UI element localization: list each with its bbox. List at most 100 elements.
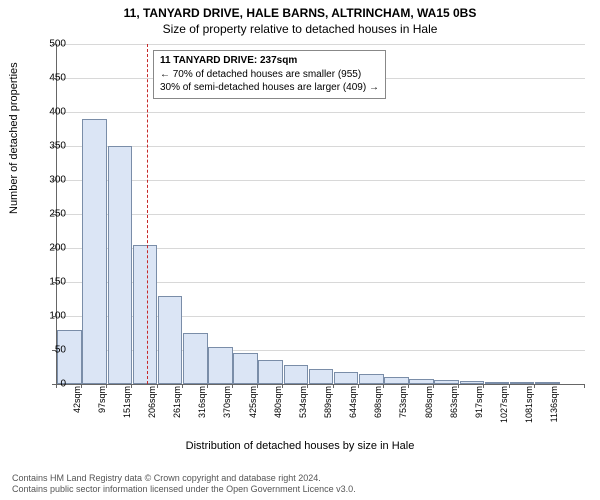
histogram-bar: [108, 146, 133, 384]
x-tick-label: 42sqm: [72, 386, 82, 436]
x-tick: [534, 384, 535, 388]
x-tick-label: 1081sqm: [524, 386, 534, 436]
x-tick: [584, 384, 585, 388]
footer-line-1: Contains HM Land Registry data © Crown c…: [12, 473, 356, 485]
histogram-bar: [359, 374, 384, 384]
x-tick-label: 863sqm: [449, 386, 459, 436]
histogram-bar: [284, 365, 309, 384]
histogram-bar: [57, 330, 82, 384]
histogram-bar: [82, 119, 107, 384]
x-tick: [157, 384, 158, 388]
x-tick-label: 206sqm: [147, 386, 157, 436]
y-tick: [52, 214, 56, 215]
x-tick-label: 753sqm: [398, 386, 408, 436]
y-tick: [52, 248, 56, 249]
x-tick: [408, 384, 409, 388]
x-tick-label: 151sqm: [122, 386, 132, 436]
x-tick-label: 1027sqm: [499, 386, 509, 436]
x-tick: [282, 384, 283, 388]
y-axis-label: Number of detached properties: [8, 62, 20, 214]
x-tick-label: 425sqm: [248, 386, 258, 436]
grid-line: [57, 180, 585, 181]
y-tick-label: 150: [26, 277, 66, 288]
x-tick-label: 534sqm: [298, 386, 308, 436]
y-tick-label: 0: [26, 379, 66, 390]
histogram-bar: [510, 382, 535, 384]
x-tick-label: 808sqm: [424, 386, 434, 436]
x-tick-label: 698sqm: [373, 386, 383, 436]
x-tick-label: 261sqm: [172, 386, 182, 436]
x-tick: [307, 384, 308, 388]
y-tick-label: 450: [26, 73, 66, 84]
x-tick: [207, 384, 208, 388]
x-tick-label: 97sqm: [97, 386, 107, 436]
x-tick: [509, 384, 510, 388]
y-tick: [52, 350, 56, 351]
y-tick-label: 100: [26, 311, 66, 322]
histogram-bar: [334, 372, 359, 384]
x-tick: [333, 384, 334, 388]
histogram-bar: [158, 296, 183, 384]
x-tick: [458, 384, 459, 388]
x-tick: [56, 384, 57, 388]
y-tick: [52, 180, 56, 181]
histogram-bar: [535, 382, 560, 384]
histogram-bar: [133, 245, 158, 384]
histogram-bar: [208, 347, 233, 384]
histogram-bar: [460, 381, 485, 384]
y-tick: [52, 146, 56, 147]
x-tick-label: 480sqm: [273, 386, 283, 436]
y-tick-label: 400: [26, 107, 66, 118]
y-tick: [52, 78, 56, 79]
histogram-bar: [485, 382, 510, 384]
annotation-line-2: ← 70% of detached houses are smaller (95…: [160, 68, 379, 82]
histogram-bar: [309, 369, 334, 384]
y-tick-label: 200: [26, 243, 66, 254]
x-tick-label: 370sqm: [222, 386, 232, 436]
x-tick-label: 1136sqm: [549, 386, 559, 436]
attribution-footer: Contains HM Land Registry data © Crown c…: [12, 473, 356, 496]
x-tick: [182, 384, 183, 388]
y-tick-label: 350: [26, 141, 66, 152]
plot-area: 11 TANYARD DRIVE: 237sqm← 70% of detache…: [56, 44, 585, 385]
annotation-box: 11 TANYARD DRIVE: 237sqm← 70% of detache…: [153, 50, 386, 99]
histogram-bar: [233, 353, 258, 384]
histogram-bar: [258, 360, 283, 384]
x-tick: [358, 384, 359, 388]
x-tick: [383, 384, 384, 388]
x-tick: [131, 384, 132, 388]
x-tick-label: 316sqm: [197, 386, 207, 436]
chart-title-desc: Size of property relative to detached ho…: [0, 20, 600, 40]
grid-line: [57, 44, 585, 45]
histogram-bar: [409, 379, 434, 384]
histogram-bar: [183, 333, 208, 384]
footer-line-2: Contains public sector information licen…: [12, 484, 356, 496]
x-tick-label: 644sqm: [348, 386, 358, 436]
histogram-bar: [434, 380, 459, 384]
reference-line: [147, 44, 148, 384]
x-tick: [433, 384, 434, 388]
y-tick-label: 500: [26, 39, 66, 50]
x-tick: [483, 384, 484, 388]
chart-container: 11, TANYARD DRIVE, HALE BARNS, ALTRINCHA…: [0, 0, 600, 500]
grid-line: [57, 214, 585, 215]
histogram-bar: [384, 377, 409, 384]
y-tick: [52, 44, 56, 45]
x-tick: [106, 384, 107, 388]
x-tick: [257, 384, 258, 388]
x-axis-label: Distribution of detached houses by size …: [0, 440, 600, 452]
y-tick-label: 250: [26, 209, 66, 220]
grid-line: [57, 146, 585, 147]
x-tick-label: 589sqm: [323, 386, 333, 436]
x-tick-label: 917sqm: [474, 386, 484, 436]
x-tick: [81, 384, 82, 388]
annotation-line-1: 11 TANYARD DRIVE: 237sqm: [160, 54, 379, 68]
chart-title-address: 11, TANYARD DRIVE, HALE BARNS, ALTRINCHA…: [0, 0, 600, 20]
y-tick: [52, 112, 56, 113]
annotation-line-3: 30% of semi-detached houses are larger (…: [160, 81, 379, 95]
grid-line: [57, 112, 585, 113]
y-tick: [52, 316, 56, 317]
y-tick: [52, 282, 56, 283]
x-tick: [232, 384, 233, 388]
y-tick-label: 50: [26, 345, 66, 356]
